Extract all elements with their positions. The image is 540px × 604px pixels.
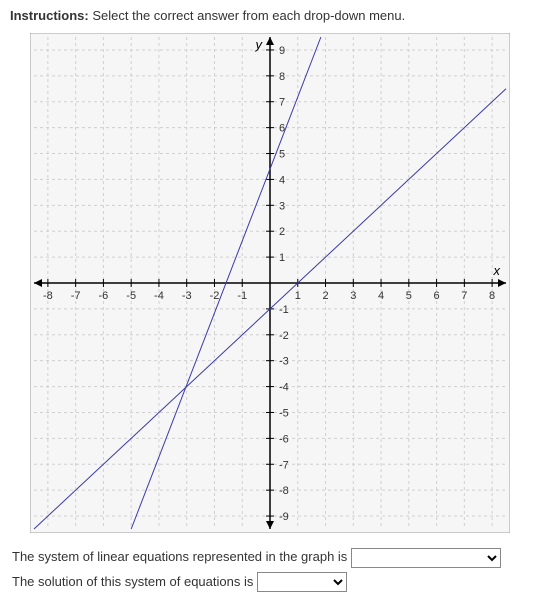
svg-text:-6: -6 — [99, 290, 109, 302]
svg-text:-7: -7 — [71, 290, 81, 302]
svg-text:-2: -2 — [279, 330, 289, 342]
svg-text:9: 9 — [279, 45, 285, 57]
svg-text:-1: -1 — [279, 304, 289, 316]
graph-container: -8 -7 -6 -5 -4 -3 -2 -1 1 2 3 4 5 6 7 8 -9 -8 -7 -6 -5 -4 -3 -2… — [0, 33, 540, 533]
svg-text:1: 1 — [279, 252, 285, 264]
svg-text:1: 1 — [295, 290, 301, 302]
prompt-row-1: The system of linear equations represent… — [12, 545, 530, 570]
svg-text:-7: -7 — [279, 459, 289, 471]
svg-text:-1: -1 — [237, 290, 247, 302]
prompts: The system of linear equations represent… — [0, 533, 540, 604]
svg-text:5: 5 — [406, 290, 412, 302]
prompt-row-2: The solution of this system of equations… — [12, 570, 530, 595]
prompt-1-text: The system of linear equations represent… — [12, 549, 347, 564]
coordinate-graph: -8 -7 -6 -5 -4 -3 -2 -1 1 2 3 4 5 6 7 8 -9 -8 -7 -6 -5 -4 -3 -2… — [30, 33, 510, 533]
svg-text:-4: -4 — [279, 382, 289, 394]
svg-text:x: x — [493, 263, 501, 278]
equations-dropdown[interactable] — [351, 548, 501, 568]
svg-text:5: 5 — [279, 149, 285, 161]
svg-text:7: 7 — [279, 97, 285, 109]
solution-dropdown[interactable] — [257, 572, 347, 592]
prompt-2-text: The solution of this system of equations… — [12, 574, 253, 589]
svg-text:-8: -8 — [43, 290, 53, 302]
svg-text:4: 4 — [378, 290, 384, 302]
svg-text:8: 8 — [489, 290, 495, 302]
svg-text:-5: -5 — [279, 407, 289, 419]
svg-text:-3: -3 — [182, 290, 192, 302]
svg-text:-6: -6 — [279, 433, 289, 445]
svg-text:4: 4 — [279, 174, 285, 186]
svg-text:-2: -2 — [210, 290, 220, 302]
svg-text:2: 2 — [322, 290, 328, 302]
instructions: Instructions: Select the correct answer … — [0, 0, 540, 33]
svg-text:3: 3 — [279, 200, 285, 212]
instructions-label: Instructions: — [10, 8, 89, 23]
svg-text:-8: -8 — [279, 485, 289, 497]
svg-text:-3: -3 — [279, 356, 289, 368]
svg-text:-5: -5 — [126, 290, 136, 302]
svg-text:2: 2 — [279, 226, 285, 238]
svg-text:-4: -4 — [154, 290, 164, 302]
svg-text:3: 3 — [350, 290, 356, 302]
instructions-text: Select the correct answer from each drop… — [92, 8, 405, 23]
svg-text:6: 6 — [434, 290, 440, 302]
svg-text:7: 7 — [461, 290, 467, 302]
svg-text:-9: -9 — [279, 511, 289, 523]
svg-text:8: 8 — [279, 71, 285, 83]
